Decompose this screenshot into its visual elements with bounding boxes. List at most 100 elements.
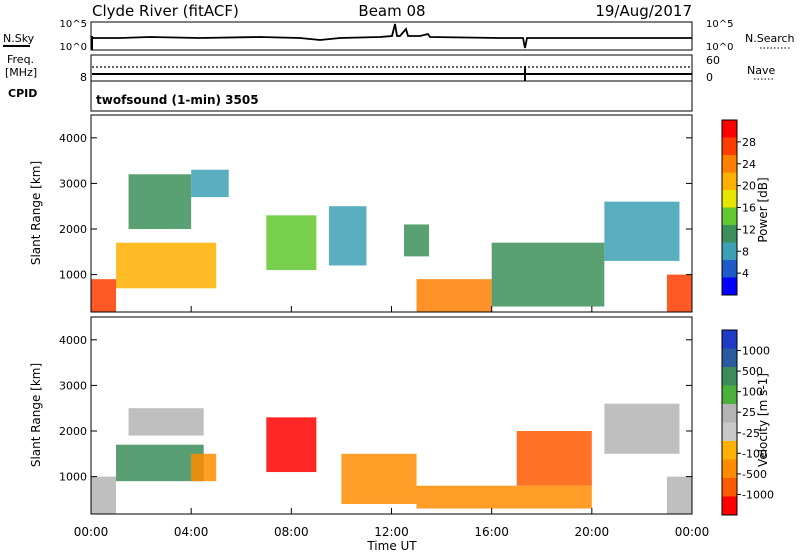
time-axis: 00:00 04:00 08:00 12:00 16:00 20:00 00:00 [74, 306, 710, 539]
velocity-colorbar-swatch [722, 330, 737, 349]
noise-right-tick-bottom: 10^0 [706, 42, 733, 53]
velocity-y-tick-label: 4000 [59, 334, 87, 347]
velocity-region [516, 431, 592, 486]
power-region [604, 201, 680, 261]
power-y-tick-label: 3000 [59, 177, 87, 190]
velocity-region [341, 453, 417, 504]
velocity-region [116, 444, 204, 482]
date-title: 19/Aug/2017 [595, 2, 692, 20]
velocity-colorbar-swatch [722, 367, 737, 386]
noise-sky-trace [92, 23, 692, 49]
velocity-colorbar-tick-label: -100 [742, 447, 767, 460]
velocity-region [416, 485, 592, 509]
noise-right-tick-top: 10^5 [706, 19, 733, 30]
cpid-text: twofsound (1-min) 3505 [96, 93, 259, 107]
power-colorbar-swatch [722, 277, 737, 295]
noise-search-label: N.Search [745, 32, 795, 45]
power-colorbar-swatch [722, 190, 737, 208]
time-tick-label: 20:00 [575, 525, 610, 539]
cpid-panel: CPID twofsound (1-min) 3505 [8, 80, 693, 112]
velocity-colorbar-label: Velocity [m s-1] [756, 373, 770, 467]
velocity-colorbar-tick-label: -1000 [742, 488, 774, 501]
freq-unit-label: [MHz] [5, 66, 37, 79]
velocity-colorbar-swatch [722, 478, 737, 497]
velocity-colorbar-swatch [722, 441, 737, 460]
velocity-panel: 1000 2000 3000 4000 Slant Range [km] [29, 316, 693, 515]
power-colorbar-tick-label: 12 [742, 223, 756, 236]
noise-sky-label: N.Sky [3, 32, 35, 45]
power-y-axis-label: Slant Range [km] [29, 161, 43, 265]
velocity-y-tick-label: 3000 [59, 379, 87, 392]
power-region [666, 274, 692, 312]
power-colorbar-swatch [722, 207, 737, 225]
velocity-colorbar-tick-label: -25 [742, 427, 760, 440]
power-region [128, 174, 192, 230]
nave-label: Nave [747, 64, 775, 77]
time-tick-label: 08:00 [274, 525, 309, 539]
power-colorbar-swatch [722, 155, 737, 173]
noise-left-tick-top: 10^5 [60, 19, 87, 30]
beam-title: Beam 08 [358, 2, 425, 20]
power-region [191, 169, 229, 198]
noise-left-tick-bottom: 10^0 [60, 42, 87, 53]
power-colorbar-swatch [722, 172, 737, 190]
velocity-y-tick-label: 2000 [59, 425, 87, 438]
power-region [491, 242, 605, 307]
station-title: Clyde River (fitACF) [92, 2, 239, 20]
velocity-colorbar-tick-label: 100 [742, 386, 763, 399]
velocity-region [128, 408, 204, 436]
freq-label: Freq. [7, 53, 34, 66]
noise-panel: N.Sky 10^5 10^0 10^5 10^0 N.Search [3, 19, 795, 53]
power-colorbar-tick-label: 4 [742, 267, 749, 280]
velocity-colorbar-swatch [722, 459, 737, 478]
power-y-tick-label: 4000 [59, 132, 87, 145]
nave-tick-top: 60 [706, 54, 720, 67]
velocity-y-axis-label: Slant Range [km] [29, 363, 43, 467]
power-colorbar-swatch [722, 225, 737, 243]
velocity-colorbar-swatch [722, 496, 737, 515]
power-region [91, 279, 117, 312]
power-region [416, 279, 492, 312]
velocity-region [266, 417, 317, 473]
power-colorbar-swatch [722, 120, 737, 138]
cpid-label: CPID [8, 87, 37, 100]
velocity-colorbar-tick-label: 1000 [742, 345, 770, 358]
velocity-colorbar-tick-label: -500 [742, 468, 767, 481]
time-tick-label: 16:00 [474, 525, 509, 539]
power-region [116, 242, 217, 289]
time-tick-label: 00:00 [74, 525, 109, 539]
velocity-region [191, 453, 217, 482]
power-region [266, 215, 317, 271]
time-tick-label: 04:00 [174, 525, 209, 539]
time-tick-label: 12:00 [374, 525, 409, 539]
freq-tick: 8 [80, 71, 87, 84]
power-colorbar-tick-label: 20 [742, 180, 756, 193]
velocity-region [91, 476, 117, 514]
power-colorbar-tick-label: 8 [742, 245, 749, 258]
velocity-colorbar-swatch [722, 348, 737, 367]
velocity-colorbar-frame [721, 329, 738, 516]
nave-tick-bottom: 0 [706, 71, 713, 84]
velocity-colorbar-tick-label: 25 [742, 406, 756, 419]
power-colorbar-swatch [722, 242, 737, 260]
velocity-region [666, 476, 692, 514]
freq-panel: Freq. [MHz] 8 60 0 Nave [5, 53, 775, 84]
power-region [328, 206, 367, 266]
power-colorbar: 28 24 20 16 12 8 4 [721, 119, 756, 296]
power-region [404, 224, 430, 257]
power-colorbar-label: Power [dB] [756, 177, 770, 242]
time-tick-label: 00:00 [675, 525, 710, 539]
velocity-colorbar-swatch [722, 385, 737, 404]
power-colorbar-swatch [722, 260, 737, 278]
velocity-y-tick-label: 1000 [59, 471, 87, 484]
velocity-region [604, 403, 680, 454]
power-colorbar-tick-label: 24 [742, 158, 756, 171]
power-colorbar-tick-label: 16 [742, 202, 756, 215]
power-colorbar-swatch [722, 137, 737, 155]
velocity-colorbar-swatch [722, 422, 737, 441]
power-colorbar-tick-label: 28 [742, 136, 756, 149]
velocity-colorbar-swatch [722, 404, 737, 423]
time-axis-label: Time UT [366, 539, 417, 553]
power-y-tick-label: 1000 [59, 269, 87, 282]
